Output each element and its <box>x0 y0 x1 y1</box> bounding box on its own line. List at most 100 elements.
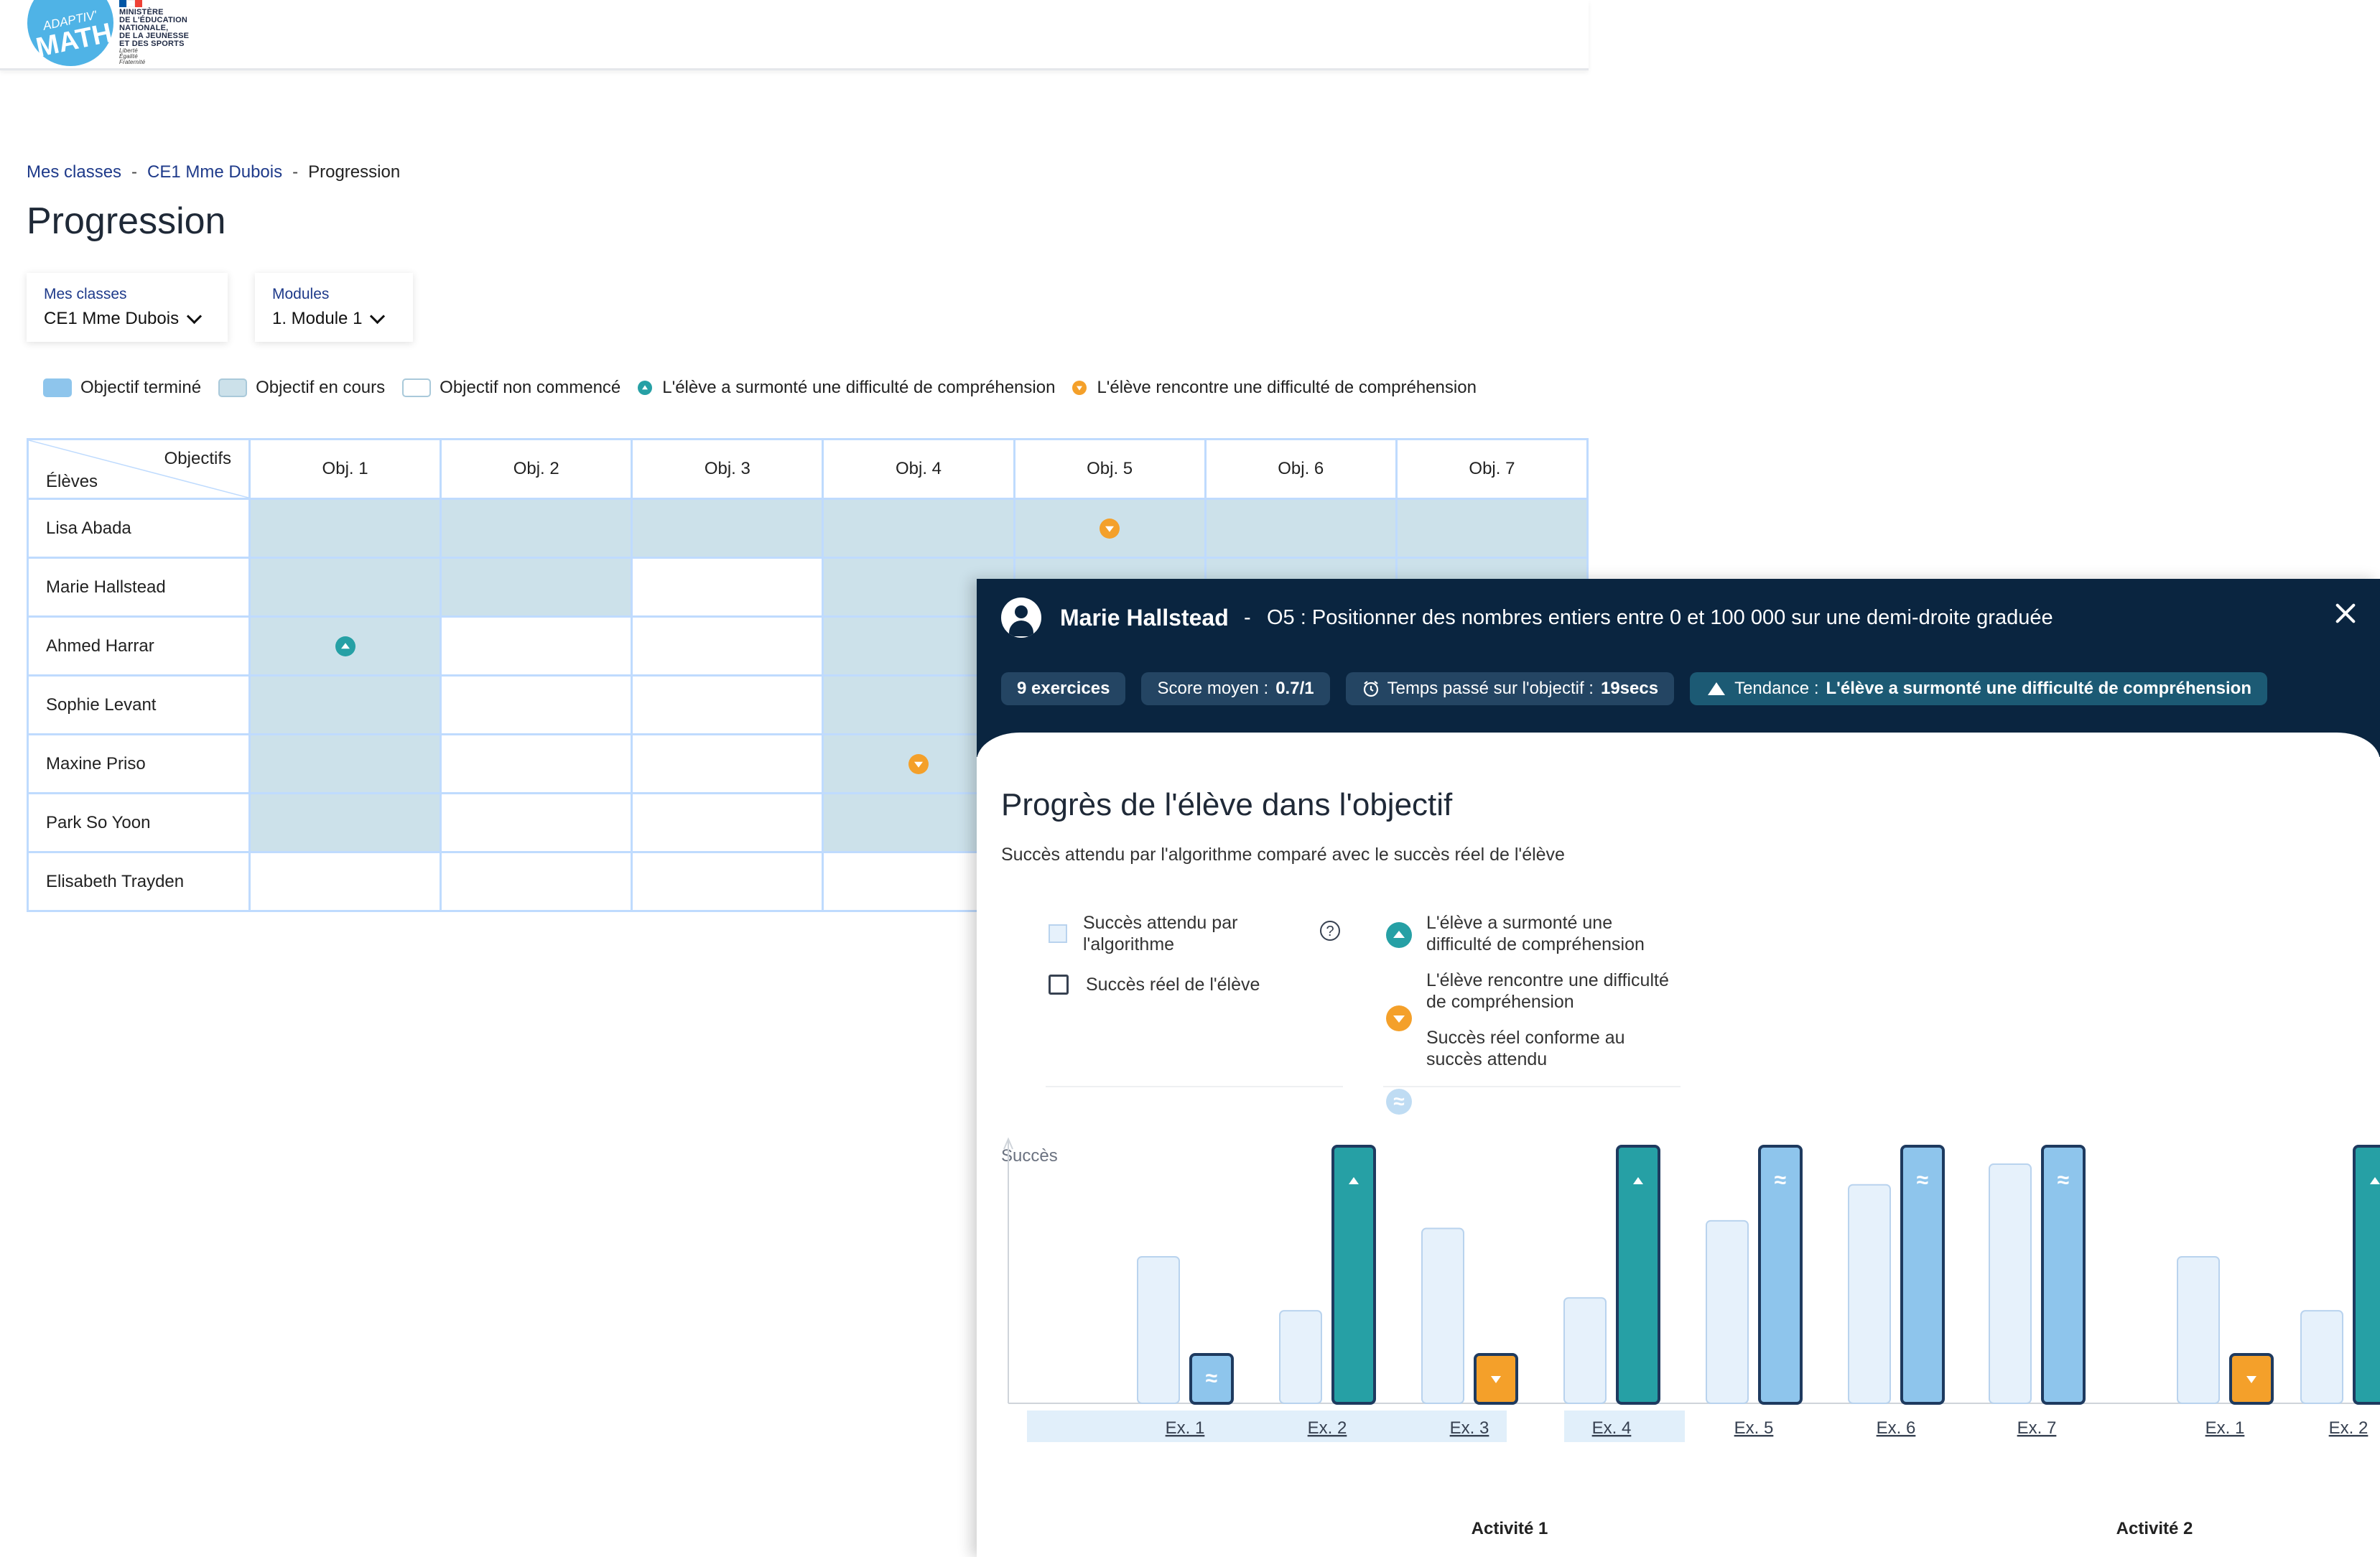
corner-diagonal <box>29 440 248 498</box>
legend-chart-conform: Succès réel conforme au succès attendu <box>1426 1027 1625 1070</box>
objective-cell[interactable] <box>440 851 633 912</box>
student-name[interactable]: Elisabeth Trayden <box>27 851 251 912</box>
x-tick-label[interactable]: Ex. 5 <box>1734 1418 1774 1438</box>
x-tick-label[interactable]: Ex. 1 <box>1166 1418 1205 1438</box>
objective-cell[interactable] <box>1395 498 1589 559</box>
expected-bar <box>2177 1255 2220 1404</box>
objective-cell[interactable] <box>631 674 824 735</box>
student-name[interactable]: Park So Yoon <box>27 792 251 853</box>
class-select[interactable]: Mes classes CE1 Mme Dubois <box>27 273 228 342</box>
breadcrumb-item-classes[interactable]: Mes classes <box>27 162 122 182</box>
progress-legend: Objectif terminé Objectif en cours Objec… <box>43 378 1494 398</box>
objective-cell[interactable] <box>631 557 824 618</box>
ministry-line: DE L'ÉDUCATION <box>119 16 188 24</box>
time-value: 19secs <box>1600 679 1659 698</box>
real-bar <box>2353 1145 2380 1405</box>
x-tick-label[interactable]: Ex. 1 <box>2205 1418 2245 1438</box>
expected-bar <box>2300 1310 2343 1404</box>
student-name[interactable]: Maxine Priso <box>27 733 251 794</box>
student-name[interactable]: Sophie Levant <box>27 674 251 735</box>
x-tick-label[interactable]: Ex. 2 <box>2329 1418 2369 1438</box>
module-select-value: 1. Module 1 <box>272 309 363 328</box>
expected-bar <box>1137 1255 1180 1404</box>
breadcrumb-separator: - <box>292 162 299 182</box>
objective-cell[interactable] <box>631 851 824 912</box>
objective-cell[interactable] <box>248 615 442 677</box>
panel-student-name: Marie Hallstead <box>1060 605 1229 631</box>
objective-cell[interactable] <box>822 498 1015 559</box>
objective-header[interactable]: Obj. 5 <box>1013 438 1207 500</box>
student-detail-panel: Marie Hallstead - O5 : Positionner des n… <box>977 579 2380 1557</box>
expected-bar <box>1989 1163 2032 1404</box>
objective-cell[interactable] <box>248 851 442 912</box>
top-bar <box>0 0 1589 70</box>
objective-cell[interactable] <box>248 557 442 618</box>
ministry-motto: Liberté Égalité Fraternité <box>119 48 205 65</box>
objective-header[interactable]: Obj. 4 <box>822 438 1015 500</box>
legend-conform-line: Succès réel conforme au <box>1426 1028 1625 1048</box>
objective-cell[interactable] <box>631 792 824 853</box>
objective-cell[interactable] <box>631 615 824 677</box>
progress-grid: Objectifs Élèves Obj. 1 Obj. 2 Obj. 3 Obj. … <box>27 438 1589 912</box>
title-dash: - <box>1244 606 1251 629</box>
x-tick-label[interactable]: Ex. 4 <box>1592 1418 1632 1438</box>
struggling-icon <box>908 753 929 774</box>
objective-cell[interactable] <box>440 615 633 677</box>
legend-divider <box>1383 1086 1681 1087</box>
objective-cell[interactable] <box>440 674 633 735</box>
student-name[interactable]: Ahmed Harrar <box>27 615 251 677</box>
objective-cell[interactable] <box>248 733 442 794</box>
score-chip: Score moyen : 0.7/1 <box>1141 672 1330 705</box>
objective-header[interactable]: Obj. 2 <box>440 438 633 500</box>
objective-header[interactable]: Obj. 7 <box>1395 438 1589 500</box>
trend-chip: Tendance : L'élève a surmonté une difficu… <box>1690 672 2267 705</box>
legend-struggling: L'élève rencontre une difficulté de comp… <box>1097 378 1477 397</box>
objective-cell[interactable] <box>631 733 824 794</box>
breadcrumb-separator: - <box>131 162 138 182</box>
user-icon <box>1001 598 1041 638</box>
legend-in-progress: Objectif en cours <box>256 378 386 397</box>
x-tick-label[interactable]: Ex. 7 <box>2017 1418 2057 1438</box>
corner-objectives-label: Objectifs <box>164 449 231 468</box>
objective-cell[interactable] <box>248 674 442 735</box>
objective-header[interactable]: Obj. 3 <box>631 438 824 500</box>
objective-cell[interactable] <box>631 498 824 559</box>
objective-cell[interactable] <box>440 498 633 559</box>
legend-expected-line: l'algorithme <box>1083 934 1175 954</box>
breadcrumb-current: Progression <box>308 162 401 182</box>
ministry-line: ET DES SPORTS <box>119 39 185 48</box>
module-select[interactable]: Modules 1. Module 1 <box>255 273 413 342</box>
overcame-icon <box>638 381 653 395</box>
grid-corner: Objectifs Élèves <box>27 438 251 500</box>
student-name[interactable]: Marie Hallstead <box>27 557 251 618</box>
expected-swatch <box>1049 924 1067 943</box>
objective-cell[interactable] <box>248 498 442 559</box>
objective-header[interactable]: Obj. 6 <box>1204 438 1398 500</box>
student-name[interactable]: Lisa Abada <box>27 498 251 559</box>
legend-conform-line: succès attendu <box>1426 1049 1548 1069</box>
objective-cell[interactable] <box>440 733 633 794</box>
page-title: Progression <box>27 200 226 242</box>
objective-cell[interactable] <box>440 792 633 853</box>
activity-label: Activité 2 <box>2116 1519 2193 1538</box>
ministry-line: MINISTÈRE <box>119 8 164 17</box>
breadcrumb-item-class[interactable]: CE1 Mme Dubois <box>147 162 283 182</box>
real-checkbox[interactable] <box>1049 975 1069 995</box>
help-icon[interactable]: ? <box>1320 921 1340 941</box>
close-icon[interactable] <box>2333 600 2358 626</box>
objective-cell[interactable] <box>440 557 633 618</box>
ministry-line: NATIONALE, <box>119 24 169 32</box>
x-tick-label[interactable]: Ex. 6 <box>1877 1418 1916 1438</box>
score-label: Score moyen : <box>1157 679 1269 698</box>
exercises-count: 9 exercices <box>1017 679 1110 698</box>
legend-expected: Succès attendu par l'algorithme <box>1083 912 1237 955</box>
objective-header[interactable]: Obj. 1 <box>248 438 442 500</box>
not-started-swatch <box>402 378 432 397</box>
objective-cell[interactable] <box>1013 498 1207 559</box>
x-tick-label[interactable]: Ex. 3 <box>1450 1418 1489 1438</box>
objective-cell[interactable] <box>1204 498 1398 559</box>
x-tick-label[interactable]: Ex. 2 <box>1308 1418 1347 1438</box>
objective-cell[interactable] <box>248 792 442 853</box>
overcame-icon <box>335 636 355 656</box>
struggling-icon <box>1386 1005 1412 1031</box>
